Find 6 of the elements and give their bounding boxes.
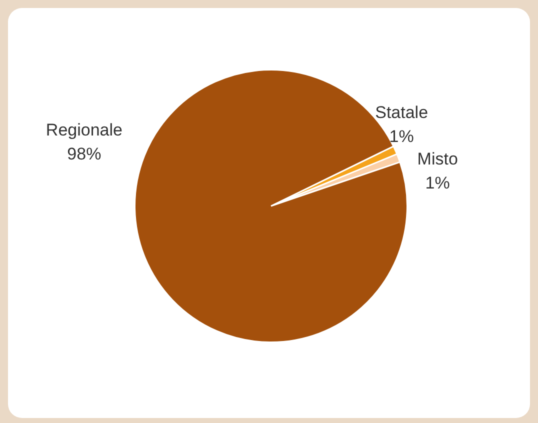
data-label: 98%	[67, 144, 102, 164]
data-label: 1%	[389, 127, 414, 146]
slice-label: Misto	[417, 149, 458, 168]
slice-label: Statale	[375, 103, 428, 122]
data-label: 1%	[425, 173, 450, 192]
slice-label: Regionale	[46, 120, 122, 140]
